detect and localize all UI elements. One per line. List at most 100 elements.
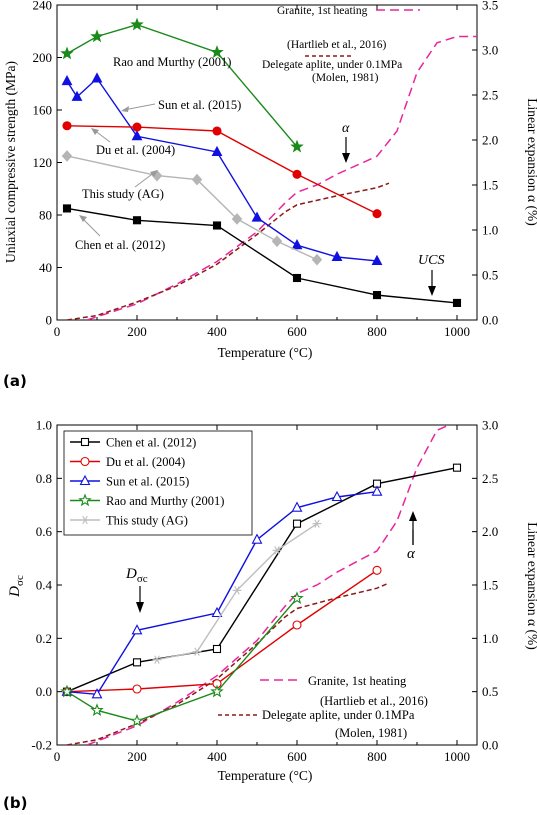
data-point [210, 684, 224, 698]
legend-item: Du et al. (2004) [70, 455, 185, 469]
legend-label-aplite-b: Delegate aplite, under 0.1MPa [262, 708, 415, 722]
legend-marker [80, 515, 90, 525]
legend-marker [78, 493, 92, 507]
legend-source-aplite-a: (Molen, 1981) [312, 72, 379, 84]
y2-ticks-b: 0.0 0.5 1.0 1.5 2.0 2.5 3.0 [472, 418, 498, 753]
legend-marker [80, 456, 90, 467]
legend-label: Du et al. (2004) [106, 455, 185, 469]
data-point [131, 624, 143, 635]
y2-tick-label: 0.5 [482, 268, 498, 283]
x-tick-label: 400 [207, 324, 227, 339]
y2-tick-label: 1.5 [482, 178, 498, 193]
y2-tick-label: 2.0 [482, 133, 498, 148]
data-point [272, 546, 282, 555]
callout-chen-arrowhead-a [79, 215, 87, 222]
data-point [131, 130, 143, 141]
y-tick-label: 0.4 [36, 578, 53, 593]
callout-du-arrowhead-a [91, 128, 99, 135]
x-tick-label: 0 [54, 324, 61, 339]
y2-tick-label: 2.5 [482, 88, 498, 103]
data-point [291, 239, 303, 250]
y2-axis-title-a: Linear expansion α (%) [525, 98, 537, 225]
data-point [212, 644, 222, 654]
y2-tick-label: 3.0 [482, 418, 498, 433]
x-tick-label: 200 [127, 749, 147, 764]
data-point [292, 519, 302, 528]
data-point [130, 713, 144, 727]
y-tick-label: 80 [39, 208, 52, 223]
callout-sun-a: Sun et al. (2015) [158, 98, 241, 112]
data-point [292, 620, 302, 630]
y-tick-label: 0 [46, 313, 53, 328]
y2-tick-label: 1.5 [482, 578, 498, 593]
x-tick-label: 600 [287, 749, 307, 764]
legend-item: This study (AG) [70, 514, 188, 528]
series-du-et-al-2004 [62, 121, 382, 219]
dsc-label-b: Dσc [125, 566, 148, 585]
y-tick-label: 240 [33, 0, 53, 13]
data-point [132, 684, 142, 694]
x-ticks-a: 0 200 400 600 800 1000 [54, 5, 470, 339]
y2-tick-label: 0.0 [482, 313, 498, 328]
alpha-arrowhead-b [409, 511, 417, 521]
legend-marker [80, 437, 90, 447]
data-point [192, 647, 202, 656]
series-this-study-ag [152, 519, 322, 664]
y-tick-label: 0.2 [36, 631, 52, 646]
y2-axis-title-b: Linear expansion α (%) [525, 522, 537, 649]
y2-tick-label: 2.0 [482, 524, 498, 539]
data-point [372, 291, 382, 300]
data-point [211, 145, 223, 157]
series-sun-et-al-2015 [61, 72, 383, 265]
data-point [152, 655, 162, 664]
y-tick-label: 0.0 [36, 684, 52, 699]
data-point [132, 122, 142, 132]
data-point [60, 46, 74, 60]
plot-area-a [56, 4, 478, 321]
series-line [66, 207, 458, 304]
data-point [372, 565, 382, 575]
data-point [231, 213, 243, 225]
x-tick-label: 1000 [444, 749, 470, 764]
data-point [312, 519, 322, 528]
callout-this-study-a: This study (AG) [82, 187, 164, 201]
data-point [271, 235, 283, 248]
legend-item: Rao and Murthy (2001) [70, 493, 224, 508]
x-tick-label: 800 [367, 749, 387, 764]
series-this-study-ag [61, 150, 323, 266]
x-tick-label: 200 [127, 324, 147, 339]
expansion-curves-a [66, 35, 477, 320]
y-tick-label: 1.0 [36, 418, 52, 433]
alpha-label-b: α [407, 546, 416, 562]
legend-item: Sun et al. (2015) [70, 475, 189, 489]
callout-this-study-arrow-a [134, 171, 156, 188]
legend-label-granite-a: Granite, 1st heating [277, 5, 368, 17]
x-tick-label: 800 [367, 324, 387, 339]
data-point [452, 463, 462, 472]
legend-marker [79, 474, 91, 486]
x-tick-label: 1000 [444, 324, 470, 339]
y-tick-label: 200 [33, 50, 53, 65]
ucs-arrowhead-a [428, 286, 436, 296]
panel-label-a: (a) [3, 372, 27, 390]
data-point [71, 90, 83, 101]
series-line [66, 597, 298, 722]
y2-tick-label: 3.5 [482, 0, 498, 13]
legend-source-aplite-b: (Molen, 1981) [335, 726, 407, 740]
x-tick-label: 0 [54, 749, 61, 764]
data-point [90, 29, 104, 43]
data-point [212, 126, 222, 136]
data-point [132, 216, 142, 225]
series-line [156, 523, 318, 661]
data-point [61, 74, 73, 86]
y-ticks-a: 0 40 80 120 160 200 240 [33, 0, 62, 328]
series-rao-and-murthy-2001 [60, 17, 304, 153]
series-line [66, 155, 318, 261]
data-point [331, 490, 343, 502]
y2-tick-label: 0.0 [482, 738, 498, 753]
legend-b: Chen et al. (2012) Du et al. (2004) Sun et… [63, 430, 253, 536]
panel-label-b: (b) [3, 794, 27, 812]
data-point [251, 211, 263, 222]
y2-tick-label: 3.0 [482, 43, 498, 58]
data-point [290, 591, 304, 605]
